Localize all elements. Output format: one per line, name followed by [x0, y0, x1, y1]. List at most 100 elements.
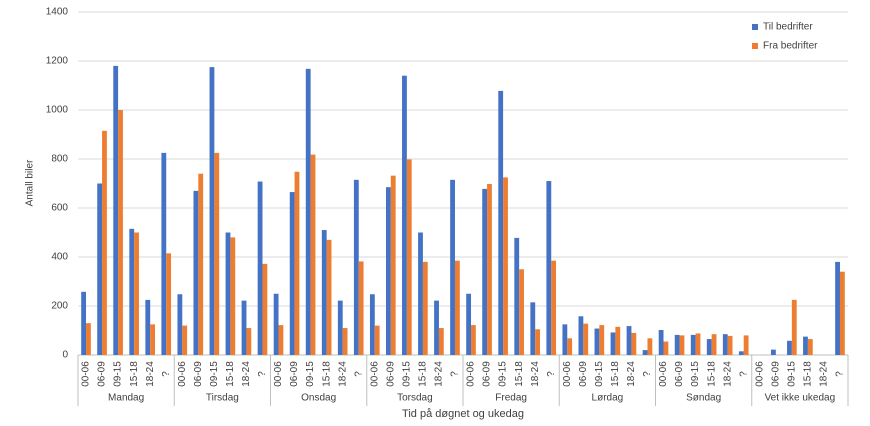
bar — [209, 67, 215, 355]
x-tick-label: 06-09 — [482, 361, 493, 387]
x-tick-label: ? — [642, 371, 653, 377]
x-tick-label: 06-09 — [289, 361, 300, 387]
bar — [278, 325, 284, 355]
bar — [663, 341, 669, 355]
x-tick-label: 18-24 — [722, 361, 733, 387]
bar — [230, 237, 236, 355]
bar — [658, 330, 664, 355]
bar — [358, 261, 364, 355]
bar — [807, 339, 813, 355]
legend-swatch — [752, 24, 758, 30]
x-tick-label: 09-15 — [113, 361, 124, 387]
bar — [198, 173, 204, 355]
bar — [562, 324, 568, 355]
x-tick-label: ? — [353, 371, 364, 377]
bar — [406, 159, 412, 355]
bar — [503, 177, 508, 355]
bar — [326, 239, 332, 355]
bar — [262, 263, 268, 355]
bar — [134, 232, 139, 355]
x-tick-label: 06-09 — [674, 361, 685, 387]
x-tick-label: 15-18 — [321, 361, 332, 387]
bar — [803, 336, 808, 355]
x-tick-label: 09-15 — [594, 361, 605, 387]
bar — [86, 323, 91, 355]
bar — [466, 293, 472, 355]
x-tick-label: ? — [738, 371, 749, 377]
bar — [583, 323, 589, 355]
x-tick-label: ? — [450, 371, 461, 377]
bar — [161, 152, 167, 355]
bar — [81, 291, 87, 355]
bar — [711, 334, 717, 355]
x-tick-label: 15-18 — [129, 361, 140, 387]
group-label: Torsdag — [397, 393, 433, 404]
bar — [214, 152, 220, 355]
x-tick-label: 15-18 — [225, 361, 236, 387]
bar — [241, 300, 247, 355]
bar — [706, 339, 712, 355]
group-label: Lørdag — [592, 393, 624, 404]
bar — [530, 302, 536, 355]
legend-label: Til bedrifter — [763, 22, 813, 33]
x-tick-label: 06-09 — [97, 361, 108, 387]
group-label: Onsdag — [301, 393, 336, 404]
x-tick-label: 15-18 — [803, 361, 814, 387]
bar — [369, 294, 375, 355]
bar — [514, 237, 520, 355]
bar — [674, 334, 680, 355]
bar — [722, 334, 728, 355]
y-tick-label: 400 — [51, 252, 68, 263]
x-tick-label: 06-09 — [578, 361, 589, 387]
bar — [679, 335, 685, 355]
bar — [567, 338, 573, 355]
bar — [631, 332, 637, 355]
x-tick-label: 06-09 — [770, 361, 781, 387]
bar — [337, 300, 343, 355]
bar — [422, 261, 428, 355]
bar — [615, 326, 621, 355]
bar — [438, 328, 444, 355]
x-tick-label: 09-15 — [401, 361, 412, 387]
bar — [294, 171, 300, 355]
x-tick-label: 00-06 — [273, 361, 284, 387]
y-tick-label: 0 — [62, 350, 68, 361]
bar — [102, 130, 107, 355]
bar — [321, 230, 327, 355]
group-label: Fredag — [495, 393, 527, 404]
bar — [551, 260, 557, 355]
bar — [177, 294, 183, 355]
x-tick-label: ? — [257, 371, 268, 377]
bar — [791, 299, 797, 355]
bar — [690, 334, 696, 355]
bar — [450, 179, 455, 355]
bar — [402, 75, 407, 355]
bar — [610, 332, 616, 355]
bar — [578, 316, 584, 355]
bar — [626, 326, 632, 355]
bar — [289, 192, 295, 355]
group-label: Mandag — [108, 393, 144, 404]
bar — [166, 253, 172, 355]
bar — [305, 68, 311, 355]
bar — [225, 232, 231, 355]
x-tick-label: 15-18 — [706, 361, 717, 387]
bar — [434, 300, 439, 355]
x-tick-label: 18-24 — [241, 361, 252, 387]
bar — [727, 335, 733, 355]
bar — [695, 333, 701, 355]
x-axis-title: Tid på døgnet og ukedag — [402, 408, 524, 420]
bar — [487, 183, 492, 355]
bar — [118, 110, 123, 355]
x-tick-label: 18-24 — [145, 361, 156, 387]
bar — [257, 181, 263, 355]
bar — [594, 328, 600, 355]
bar — [535, 329, 540, 355]
bar — [182, 325, 188, 355]
x-tick-label: 00-06 — [754, 361, 765, 387]
x-tick-label: 00-06 — [562, 361, 573, 387]
bar — [647, 338, 653, 355]
x-tick-label: 00-06 — [369, 361, 380, 387]
bar — [471, 325, 476, 355]
